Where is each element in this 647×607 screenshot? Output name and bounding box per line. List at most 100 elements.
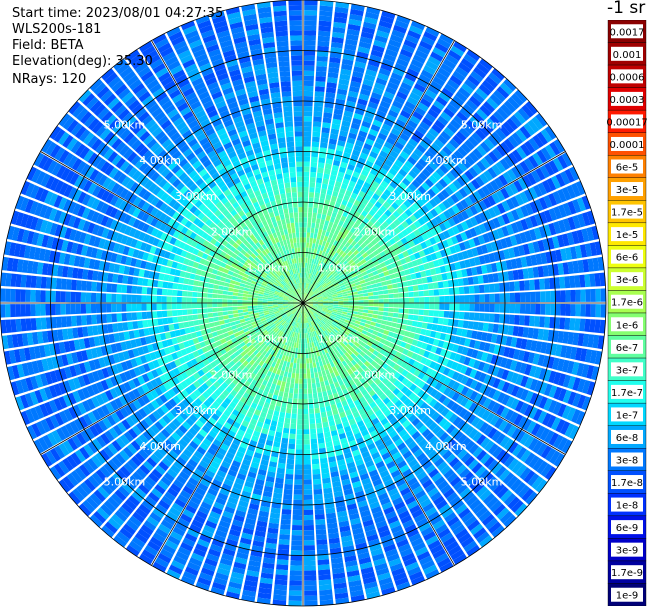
beta-cell xyxy=(522,243,531,255)
beta-cell xyxy=(532,134,544,149)
beta-cell xyxy=(315,276,320,282)
beta-cell xyxy=(348,197,356,204)
beta-cell xyxy=(316,387,322,393)
beta-cell xyxy=(537,266,544,278)
beta-cell xyxy=(480,437,491,449)
beta-cell xyxy=(472,359,481,370)
beta-cell xyxy=(419,297,425,303)
beta-cell xyxy=(564,168,575,183)
beta-cell xyxy=(308,393,313,399)
beta-cell xyxy=(345,190,352,197)
beta-cell xyxy=(307,298,313,301)
beta-cell xyxy=(425,329,432,337)
beta-cell xyxy=(313,301,319,303)
beta-cell xyxy=(324,102,334,109)
beta-cell xyxy=(303,106,313,112)
beta-cell xyxy=(389,404,398,413)
beta-cell xyxy=(303,449,311,455)
beta-cell xyxy=(407,314,414,320)
beta-cell xyxy=(355,252,362,259)
beta-cell xyxy=(403,297,410,303)
beta-cell xyxy=(312,136,320,143)
beta-cell xyxy=(375,346,382,353)
beta-cell xyxy=(405,423,415,433)
beta-cell xyxy=(443,386,452,396)
beta-cell xyxy=(317,228,323,235)
beta-cell xyxy=(297,348,301,354)
beta-cell xyxy=(530,340,538,352)
beta-cell xyxy=(335,315,341,320)
beta-cell xyxy=(488,72,502,85)
beta-cell xyxy=(517,245,526,256)
beta-cell xyxy=(347,349,353,356)
beta-cell xyxy=(303,262,305,268)
beta-cell xyxy=(303,207,308,213)
beta-cell xyxy=(524,203,534,216)
beta-cell xyxy=(544,466,557,481)
beta-cell xyxy=(512,269,519,280)
beta-cell xyxy=(295,454,303,460)
beta-cell xyxy=(360,258,367,265)
beta-cell xyxy=(404,72,417,83)
beta-cell xyxy=(304,565,316,571)
beta-cell xyxy=(350,226,357,234)
beta-cell xyxy=(333,304,339,307)
beta-cell xyxy=(514,503,528,517)
beta-cell xyxy=(294,383,299,389)
beta-cell xyxy=(491,462,503,475)
beta-cell xyxy=(320,411,327,418)
beta-cell xyxy=(559,171,571,185)
beta-cell xyxy=(416,258,423,266)
beta-cell xyxy=(508,247,516,259)
beta-cell xyxy=(321,472,330,479)
beta-cell xyxy=(510,209,520,221)
beta-cell xyxy=(347,23,361,32)
beta-cell xyxy=(309,357,313,364)
beta-cell xyxy=(307,283,311,289)
beta-cell xyxy=(464,196,474,207)
beta-cell xyxy=(303,121,312,127)
beta-cell xyxy=(317,306,323,310)
beta-cell xyxy=(381,344,389,351)
beta-cell xyxy=(425,211,434,220)
beta-cell xyxy=(395,412,404,421)
beta-cell xyxy=(503,138,515,151)
beta-cell xyxy=(295,347,299,354)
beta-cell xyxy=(317,432,324,439)
beta-cell xyxy=(465,119,478,131)
beta-cell xyxy=(567,391,577,406)
beta-cell xyxy=(509,292,516,303)
beta-cell xyxy=(562,389,572,404)
beta-cell xyxy=(298,398,303,404)
beta-cell xyxy=(389,238,396,245)
beta-cell xyxy=(545,447,557,462)
beta-cell xyxy=(305,348,309,354)
beta-cell xyxy=(324,314,330,319)
beta-cell xyxy=(401,229,409,237)
beta-cell xyxy=(393,363,401,371)
beta-cell xyxy=(312,478,322,485)
beta-cell xyxy=(489,114,502,127)
beta-cell xyxy=(322,482,332,489)
beta-cell xyxy=(413,466,425,477)
beta-cell xyxy=(506,475,519,489)
beta-cell xyxy=(397,313,404,319)
beta-cell xyxy=(574,347,583,361)
beta-cell xyxy=(319,376,324,382)
beta-cell xyxy=(519,191,529,204)
beta-cell xyxy=(394,198,403,207)
beta-cell xyxy=(393,24,407,34)
beta-cell xyxy=(491,192,501,204)
beta-cell xyxy=(329,276,335,281)
beta-cell xyxy=(336,261,343,268)
beta-cell xyxy=(304,555,316,561)
beta-cell xyxy=(318,287,324,292)
beta-cell xyxy=(487,459,499,472)
beta-cell xyxy=(486,496,499,509)
beta-cell xyxy=(325,264,330,271)
beta-cell xyxy=(333,252,339,258)
beta-cell xyxy=(386,136,396,146)
beta-cell xyxy=(276,472,285,479)
beta-cell xyxy=(307,388,313,394)
beta-cell xyxy=(333,348,339,354)
